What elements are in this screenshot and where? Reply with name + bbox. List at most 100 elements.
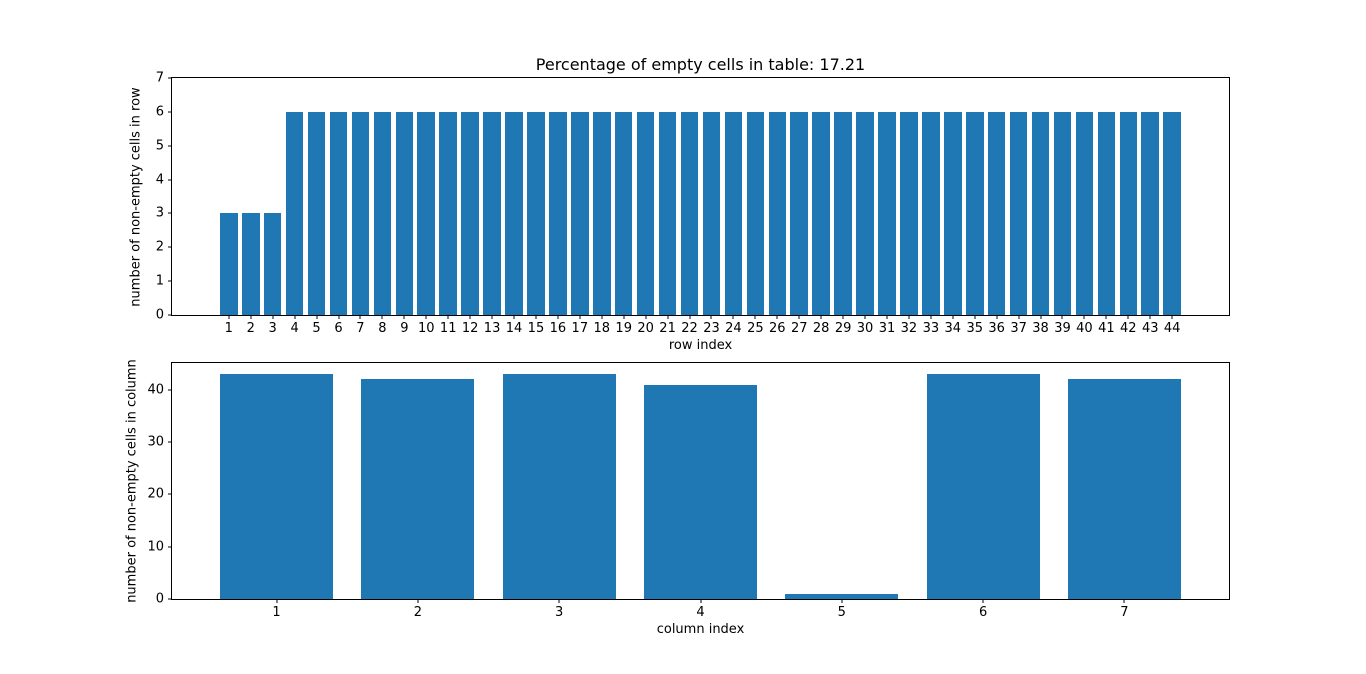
x-tick-11 [447, 315, 449, 319]
bar-7 [1067, 379, 1181, 599]
x-tick-20 [645, 315, 647, 319]
x-tick-label-44: 44 [1163, 321, 1181, 336]
x-tick-label-13: 13 [483, 321, 501, 336]
bar-1 [220, 213, 238, 315]
x-tick-2 [417, 599, 419, 603]
y-tick-label-0: 0 [155, 591, 164, 607]
x-tick-38 [1040, 315, 1042, 319]
x-tick-label-36: 36 [988, 321, 1005, 336]
y-tick-label-4: 4 [155, 172, 164, 188]
x-tick-12 [469, 315, 471, 319]
x-tick-28 [820, 315, 822, 319]
x-tick-33 [930, 315, 932, 319]
y-tick-2 [168, 246, 172, 248]
x-tick-34 [952, 315, 954, 319]
x-tick-label-18: 18 [593, 321, 611, 336]
x-tick-label-26: 26 [769, 321, 786, 336]
x-tick-label-33: 33 [922, 321, 940, 336]
bar-2 [361, 379, 475, 599]
x-tick-42 [1127, 315, 1129, 319]
x-tick-41 [1105, 315, 1107, 319]
x-tick-label-5: 5 [312, 321, 321, 336]
y-tick-6 [168, 111, 172, 113]
bar-29 [834, 111, 852, 315]
bar-12 [461, 111, 479, 315]
x-tick-label-4: 4 [290, 321, 299, 336]
y-tick-label-2: 2 [155, 239, 164, 255]
x-tick-4 [700, 599, 701, 603]
rows-chart-plot-area: Percentage of empty cells in table: 17.2… [129, 55, 1230, 353]
x-tick-label-41: 41 [1098, 321, 1115, 336]
bar-8 [373, 111, 392, 315]
x-tick-label-27: 27 [790, 321, 808, 336]
x-tick-19 [623, 315, 625, 319]
columns-chart-plot-area: number of non-empty cells in column colu… [125, 359, 1230, 637]
x-tick-label-25: 25 [747, 321, 764, 336]
x-tick-label-31: 31 [878, 321, 896, 336]
bar-35 [965, 111, 984, 315]
y-tick-3 [168, 212, 172, 214]
x-tick-label-30: 30 [856, 321, 874, 336]
bar-28 [812, 111, 830, 315]
y-tick-label-7: 7 [155, 70, 164, 86]
bar-20 [636, 111, 655, 315]
x-tick-4 [294, 315, 296, 319]
bar-21 [658, 111, 677, 315]
y-tick-4 [168, 179, 172, 181]
x-tick-label-5: 5 [837, 605, 846, 620]
x-tick-1 [228, 315, 230, 319]
x-tick-label-2: 2 [413, 605, 423, 620]
x-tick-label-2: 2 [246, 321, 255, 336]
y-tick-label-0: 0 [155, 307, 164, 323]
x-tick-label-19: 19 [615, 321, 632, 336]
bar-7 [351, 111, 370, 315]
x-tick-label-24: 24 [725, 321, 742, 336]
x-tick-36 [996, 315, 998, 319]
x-tick-43 [1149, 315, 1151, 319]
x-tick-31 [886, 315, 888, 319]
bar-23 [702, 111, 721, 315]
y-tick-30 [168, 441, 172, 443]
bar-15 [527, 111, 545, 315]
bar-6 [329, 111, 348, 315]
rows-y-axis-label: number of non-empty cells in row [128, 86, 144, 307]
bar-33 [922, 111, 940, 315]
bar-3 [502, 374, 616, 599]
x-tick-label-29: 29 [834, 321, 852, 336]
y-tick-label-3: 3 [155, 205, 164, 221]
x-tick-14 [513, 315, 515, 319]
x-tick-label-8: 8 [378, 321, 387, 336]
y-tick-10 [168, 546, 172, 548]
bar-42 [1119, 111, 1138, 315]
bar-32 [900, 111, 918, 315]
x-tick-37 [1018, 315, 1020, 319]
bar-5 [785, 593, 899, 599]
x-tick-6 [982, 599, 984, 603]
bar-30 [856, 111, 874, 315]
x-tick-label-3: 3 [268, 321, 277, 336]
x-tick-label-34: 34 [944, 321, 962, 336]
y-tick-0 [168, 598, 172, 600]
y-tick-label-6: 6 [155, 104, 164, 120]
y-tick-label-10: 10 [147, 539, 164, 555]
bar-11 [439, 111, 457, 315]
bar-4 [643, 384, 758, 599]
x-tick-label-11: 11 [439, 321, 457, 336]
x-tick-label-9: 9 [400, 321, 409, 336]
rows-x-axis-label: row index [668, 338, 733, 353]
x-tick-24 [732, 315, 734, 319]
x-tick-22 [689, 315, 691, 319]
x-tick-label-4: 4 [696, 605, 705, 620]
x-tick-2 [250, 315, 252, 319]
bar-3 [263, 213, 282, 315]
y-tick-20 [168, 493, 172, 495]
bar-43 [1141, 111, 1159, 315]
x-tick-label-43: 43 [1141, 321, 1159, 336]
x-tick-27 [798, 315, 800, 319]
y-tick-label-40: 40 [147, 382, 164, 398]
y-tick-40 [168, 389, 172, 391]
bar-41 [1097, 111, 1116, 315]
bar-27 [790, 111, 808, 315]
x-tick-label-12: 12 [461, 321, 479, 336]
bar-9 [395, 111, 414, 315]
